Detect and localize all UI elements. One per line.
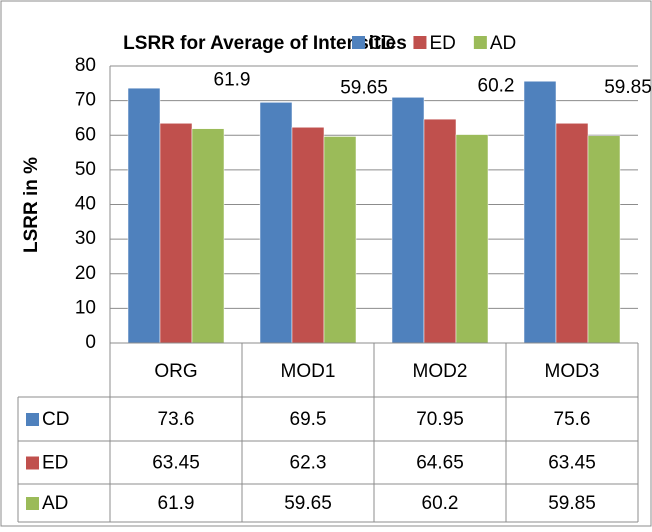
- table-cell: 75.6: [554, 409, 591, 430]
- y-tick-label: 40: [75, 194, 96, 215]
- y-tick-label: 20: [75, 263, 96, 284]
- bar: [587, 135, 621, 344]
- bar: [259, 102, 293, 344]
- legend-label: CD: [368, 33, 395, 54]
- bar: [159, 123, 193, 344]
- table-cell: 73.6: [158, 409, 195, 430]
- legend-swatch: [26, 497, 39, 510]
- data-label: 59.65: [340, 77, 388, 98]
- y-tick-label: 70: [75, 90, 96, 111]
- table-cell: 59.85: [548, 493, 596, 514]
- y-tick-label: 10: [75, 297, 96, 318]
- bar: [391, 97, 425, 344]
- chart-title: LSRR for Average of Intensities: [123, 33, 407, 54]
- bar: [191, 128, 225, 344]
- data-label: 61.9: [214, 70, 251, 91]
- legend-swatch: [413, 36, 427, 49]
- table-cell: 60.2: [422, 493, 459, 514]
- legend-swatch: [26, 456, 39, 470]
- legend-label: AD: [42, 493, 68, 514]
- bar: [127, 87, 161, 344]
- table-cell: 63.45: [548, 453, 596, 474]
- x-tick-label: MOD2: [413, 361, 468, 382]
- table-cell: 62.3: [290, 453, 327, 474]
- y-tick-label: 30: [75, 228, 96, 249]
- x-tick-label: MOD3: [545, 361, 600, 382]
- table-cell: 63.45: [152, 453, 200, 474]
- table-cell: 69.5: [290, 409, 327, 430]
- data-label: 60.2: [478, 76, 515, 97]
- bar: [455, 134, 489, 344]
- legend-swatch: [473, 36, 487, 49]
- data-label: 59.85: [604, 77, 652, 98]
- x-tick-label: MOD1: [281, 361, 336, 382]
- y-axis-label: LSRR in %: [21, 157, 42, 253]
- table-cell: 59.65: [284, 493, 332, 514]
- bar: [423, 118, 457, 344]
- table-cell: 61.9: [158, 493, 195, 514]
- y-tick-label: 50: [75, 159, 96, 180]
- bar: [555, 123, 589, 344]
- bar: [323, 136, 357, 344]
- bar: [523, 80, 557, 344]
- y-tick-label: 80: [75, 55, 96, 76]
- legend-label: CD: [42, 409, 69, 430]
- legend-label: ED: [42, 453, 68, 474]
- bar: [291, 127, 325, 344]
- legend-swatch: [352, 36, 365, 49]
- y-tick-label: 60: [75, 124, 96, 145]
- table-cell: 70.95: [416, 409, 464, 430]
- y-tick-label: 0: [85, 332, 96, 353]
- legend-label: ED: [429, 33, 455, 54]
- legend-label: AD: [490, 33, 516, 54]
- legend-swatch: [26, 413, 39, 426]
- x-tick-label: ORG: [154, 361, 197, 382]
- table-cell: 64.65: [416, 453, 464, 474]
